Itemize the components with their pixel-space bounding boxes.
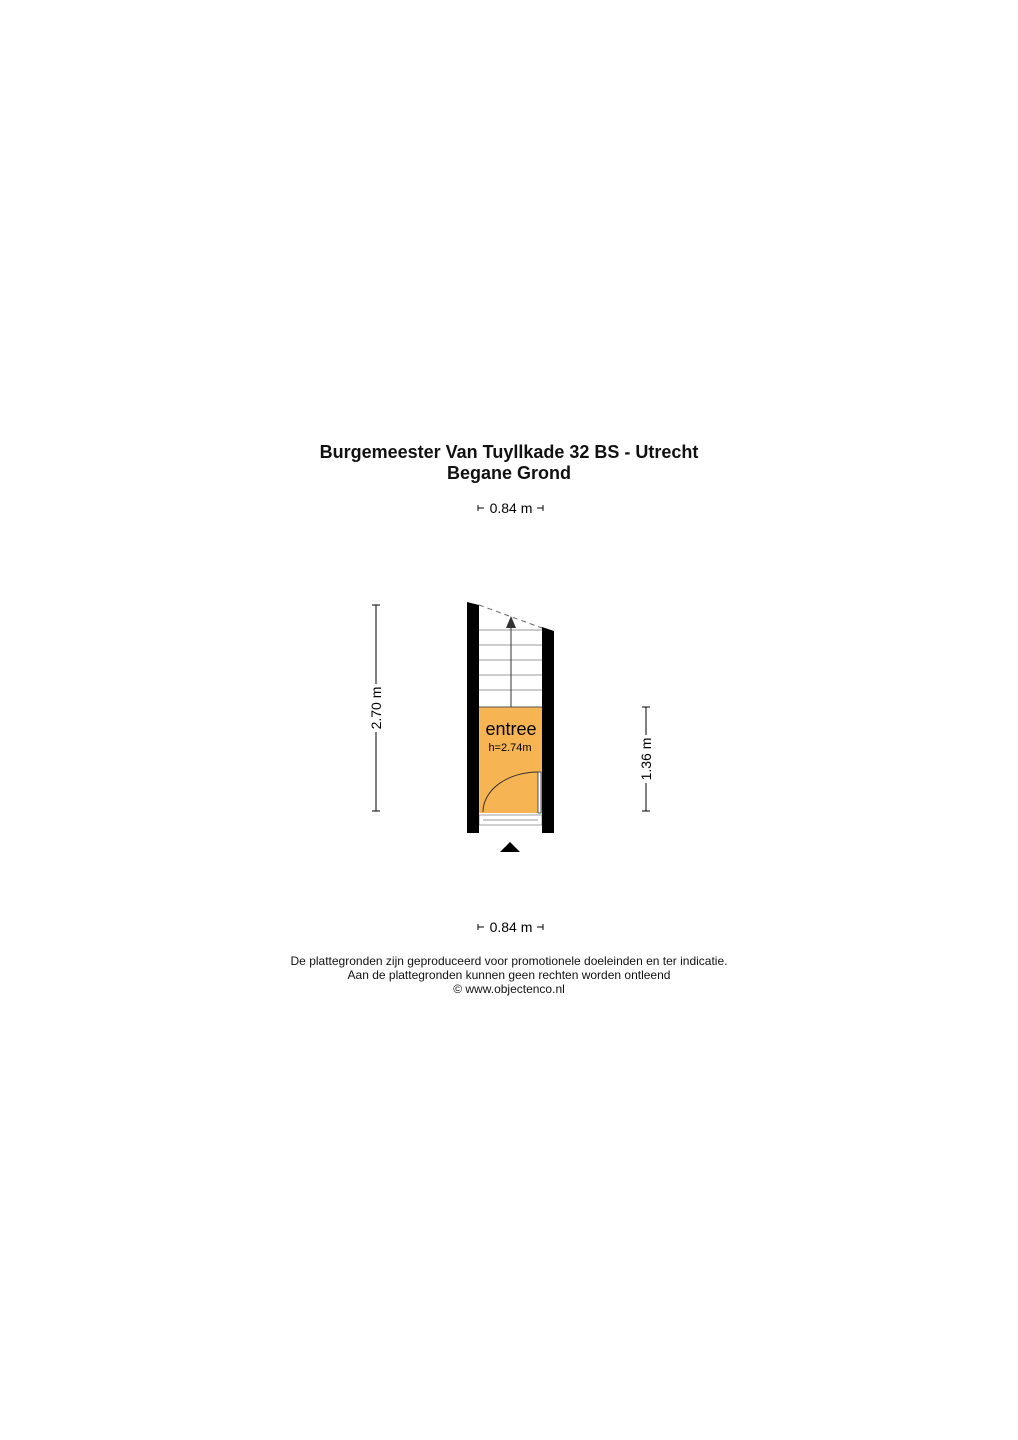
room-height: h=2.74m [488,742,531,754]
disclaimer-line-1: De plattegronden zijn geproduceerd voor … [290,954,728,968]
top-width-dimension: 0.84 m [477,500,544,516]
room-name: entree [485,719,536,739]
floor-title: Begane Grond [446,463,571,483]
address-title: Burgemeester Van Tuyllkade 32 BS - Utrec… [319,442,699,462]
left-wall [467,602,479,833]
copyright: © www.objectenco.nl [453,982,565,996]
right-wall [542,627,554,833]
top-width-label: 0.84 m [490,500,533,516]
door [478,771,543,826]
left-height-label: 2.70 m [368,687,384,730]
bottom-width-dimension: 0.84 m [477,919,544,935]
right-height-dimension: 1.36 m [638,706,654,812]
left-height-dimension: 2.70 m [368,604,384,812]
bottom-width-label: 0.84 m [490,919,533,935]
stair-direction-arrow-icon [506,616,516,628]
right-height-label: 1.36 m [638,738,654,781]
disclaimer-line-2: Aan de plattegronden kunnen geen rechten… [347,968,671,982]
staircase [478,604,543,708]
entree-room [479,707,542,813]
entrance-triangle-icon [500,842,520,852]
